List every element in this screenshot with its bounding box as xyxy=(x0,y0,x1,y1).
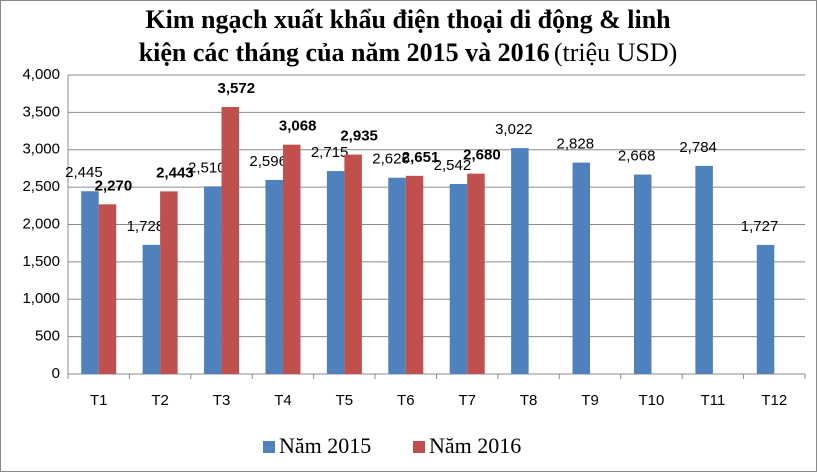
data-label: 2,784 xyxy=(679,139,717,156)
x-tick-label: T8 xyxy=(520,392,538,409)
data-label: 2,651 xyxy=(402,149,440,166)
y-tick-label: 1,500 xyxy=(22,253,60,270)
data-label: 2,510 xyxy=(188,159,226,176)
data-label: 2,270 xyxy=(95,177,133,194)
x-tick-label: T5 xyxy=(336,392,354,409)
data-label: 2,680 xyxy=(463,147,501,164)
bar xyxy=(160,191,178,374)
y-tick-label: 0 xyxy=(52,365,60,382)
data-label: 3,068 xyxy=(279,118,317,135)
bar xyxy=(142,244,161,374)
x-tick-label: T10 xyxy=(639,392,665,409)
data-label: 2,668 xyxy=(618,148,656,165)
y-tick-label: 3,500 xyxy=(22,103,60,120)
bar xyxy=(344,154,362,374)
bar xyxy=(467,173,485,374)
x-tick-label: T9 xyxy=(581,392,599,409)
data-label: 3,572 xyxy=(218,80,256,97)
bar xyxy=(265,179,283,374)
x-tick-label: T2 xyxy=(151,392,169,409)
chart-title: Kim ngạch xuất khẩu điện thoại di động &… xyxy=(145,5,671,34)
bar xyxy=(756,244,775,374)
data-label: 2,596 xyxy=(249,153,287,170)
x-tick-label: T11 xyxy=(701,392,726,409)
y-tick-label: 1,000 xyxy=(22,290,60,307)
bar xyxy=(388,177,406,374)
x-tick-label: T6 xyxy=(397,392,415,409)
bar xyxy=(282,144,301,374)
data-label: 2,715 xyxy=(311,144,349,161)
data-label: 1,728 xyxy=(127,218,165,235)
data-label: 2,542 xyxy=(434,157,472,174)
bar xyxy=(572,162,591,374)
data-label: 2,443 xyxy=(156,164,194,181)
legend-swatch xyxy=(413,441,425,453)
y-tick-label: 3,000 xyxy=(22,141,60,158)
bar xyxy=(449,183,468,374)
data-label: 1,727 xyxy=(741,218,779,235)
y-tick-label: 4,000 xyxy=(22,66,60,83)
legend-label: Năm 2015 xyxy=(279,433,371,458)
data-label: 2,935 xyxy=(340,128,378,145)
bar xyxy=(204,186,222,374)
data-label: 2,828 xyxy=(557,136,595,153)
x-tick-label: T7 xyxy=(458,392,476,409)
data-label: 2,445 xyxy=(65,164,103,181)
bar xyxy=(326,171,345,374)
x-tick-label: T4 xyxy=(274,392,292,409)
legend-label: Năm 2016 xyxy=(429,433,521,458)
bar xyxy=(405,175,424,374)
y-tick-label: 500 xyxy=(35,328,60,345)
bar xyxy=(98,204,117,374)
bar xyxy=(221,106,240,375)
bar xyxy=(511,148,529,374)
x-tick-label: T12 xyxy=(761,392,787,409)
x-tick-label: T1 xyxy=(90,392,108,409)
y-tick-label: 2,000 xyxy=(22,215,60,232)
data-label: 3,022 xyxy=(495,121,533,138)
chart-title-line2: kiện các tháng của năm 2015 và 2016 (tri… xyxy=(139,38,678,67)
bar xyxy=(81,191,99,374)
y-tick-label: 2,500 xyxy=(22,178,60,195)
x-tick-label: T3 xyxy=(213,392,231,409)
chart-title: kiện các tháng của năm 2015 và 2016 xyxy=(139,38,550,67)
chart-subtitle: (triệu USD) xyxy=(554,38,677,67)
data-label: 2,626 xyxy=(372,151,410,168)
bar xyxy=(633,174,652,374)
bar xyxy=(695,165,713,374)
legend-swatch xyxy=(263,441,275,453)
